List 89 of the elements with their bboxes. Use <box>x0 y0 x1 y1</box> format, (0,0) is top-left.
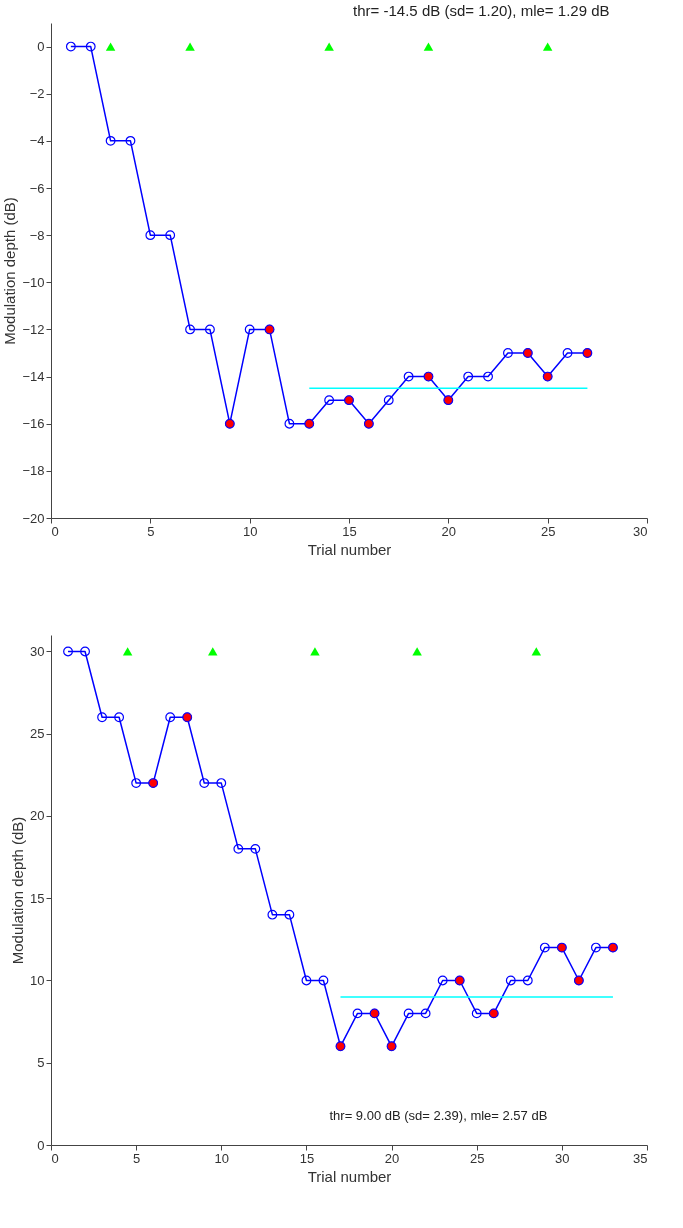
point <box>423 42 434 51</box>
point <box>284 909 295 920</box>
y-tick-label: 25 <box>30 726 45 742</box>
point <box>267 909 278 920</box>
point <box>216 778 227 788</box>
x-tick-label: 30 <box>633 523 648 539</box>
annotation: thr= 9.00 dB (sd= 2.39), mle= 2.57 dB <box>329 1108 548 1123</box>
x-tick-label: 20 <box>384 1150 400 1166</box>
point <box>522 975 533 986</box>
y-tick-label: −4 <box>29 133 45 149</box>
x-tick-label: 20 <box>441 523 457 539</box>
point <box>205 324 215 335</box>
point <box>80 646 90 657</box>
y-tick-label: 5 <box>37 1055 45 1071</box>
point <box>542 42 553 51</box>
point <box>590 942 601 953</box>
y-tick-label: −6 <box>29 180 45 196</box>
point <box>383 395 394 406</box>
y-tick-label: 20 <box>30 808 45 824</box>
point <box>412 647 422 656</box>
y-tick-label: −10 <box>22 274 45 290</box>
x-tick-label: 10 <box>214 1150 230 1166</box>
x-tick-label: 5 <box>147 523 155 539</box>
y-axis-title: Modulation depth (dB) <box>9 816 27 965</box>
point <box>531 647 542 656</box>
point <box>284 418 295 429</box>
point <box>85 41 96 52</box>
point <box>125 135 136 146</box>
point <box>420 1008 431 1019</box>
point <box>324 42 334 51</box>
point <box>403 371 414 382</box>
point <box>310 647 320 656</box>
y-tick-label: −18 <box>22 463 45 479</box>
x-tick-label: 30 <box>555 1150 570 1166</box>
y-tick-label: 30 <box>30 643 45 659</box>
y-tick-label: 0 <box>37 1137 45 1153</box>
point <box>105 135 116 146</box>
x-tick-label: 15 <box>342 523 357 539</box>
point <box>562 348 573 358</box>
point <box>122 647 133 656</box>
point <box>165 230 176 241</box>
point <box>97 712 108 723</box>
x-tick-label: 10 <box>242 523 258 539</box>
point <box>63 646 73 657</box>
point <box>403 1008 414 1019</box>
point <box>250 843 261 854</box>
y-tick-label: −16 <box>22 416 45 432</box>
point <box>539 942 550 953</box>
y-tick-label: −2 <box>29 86 45 102</box>
point <box>131 778 142 788</box>
point <box>244 324 255 335</box>
x-tick-label: 0 <box>51 523 59 539</box>
x-axis-title: Trial number <box>307 1167 392 1185</box>
point <box>483 371 493 382</box>
point <box>318 975 329 986</box>
point <box>503 348 513 358</box>
y-tick-label: −8 <box>29 227 45 243</box>
x-tick-label: 25 <box>540 523 556 539</box>
chart-title: thr= -14.5 dB (sd= 1.20), mle= 1.29 dB <box>353 2 610 19</box>
point <box>233 843 244 854</box>
point <box>301 975 312 986</box>
x-tick-label: 15 <box>299 1150 315 1166</box>
y-tick-label: −20 <box>22 510 45 526</box>
y-tick-label: 10 <box>30 972 45 988</box>
point <box>437 975 448 986</box>
point <box>208 647 218 656</box>
point <box>105 42 116 51</box>
x-tick-label: 0 <box>51 1150 59 1166</box>
point <box>463 371 474 382</box>
y-tick-label: −14 <box>22 369 45 385</box>
point <box>505 975 516 986</box>
x-axis-title: Trial number <box>307 540 392 558</box>
point <box>145 230 156 241</box>
point <box>114 712 125 723</box>
point <box>324 395 335 406</box>
point <box>352 1008 363 1019</box>
point <box>185 42 195 51</box>
point <box>165 712 176 723</box>
point <box>471 1008 482 1019</box>
point <box>185 324 195 335</box>
x-tick-label: 35 <box>633 1150 648 1166</box>
x-tick-label: 5 <box>133 1150 141 1166</box>
y-tick-label: 0 <box>37 39 45 55</box>
y-tick-label: 15 <box>30 890 45 906</box>
point <box>199 778 210 788</box>
point <box>65 41 76 52</box>
y-axis-title: Modulation depth (dB) <box>1 197 19 345</box>
y-tick-label: −12 <box>22 321 45 337</box>
x-tick-label: 25 <box>469 1150 485 1166</box>
